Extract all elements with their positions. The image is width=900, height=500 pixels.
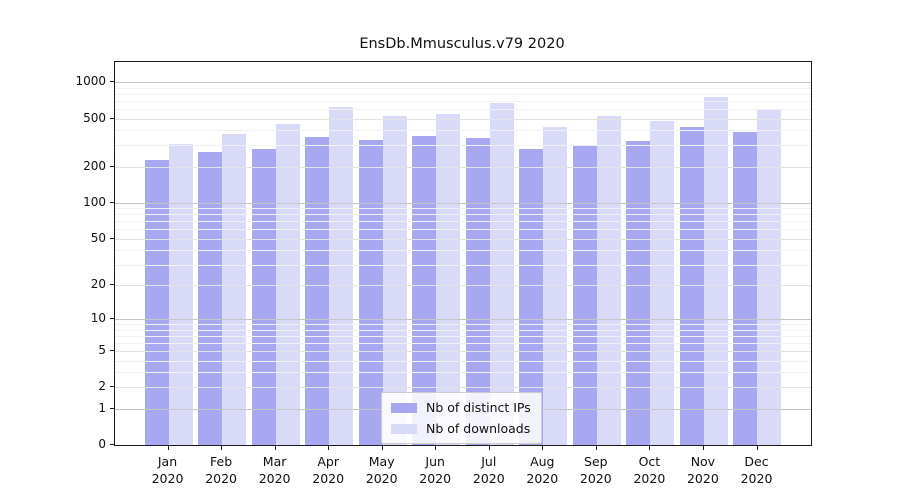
x-tick-mark [542, 446, 544, 450]
x-tick-mark [488, 446, 490, 450]
gridline [115, 145, 811, 147]
x-axis-month-label: Apr 2020 [312, 454, 345, 486]
gridline [115, 100, 811, 102]
gridline [115, 208, 811, 210]
x-tick-mark [167, 446, 169, 450]
y-axis-tick-label: 2 [98, 379, 106, 394]
gridline [115, 214, 811, 216]
x-tick-mark [381, 446, 383, 450]
gridline [115, 202, 811, 204]
gridline [115, 319, 811, 321]
y-axis-tick-label: 1 [98, 400, 106, 415]
bar-downloads [650, 120, 675, 445]
gridline [115, 93, 811, 95]
bar-distinct-ips [305, 136, 330, 445]
x-tick-mark [221, 446, 223, 450]
x-axis-month-label: Jan 2020 [151, 454, 184, 486]
y-axis-tick-label: 0 [98, 437, 106, 451]
x-tick-mark [595, 446, 597, 450]
x-tick-mark [435, 446, 437, 450]
bar-downloads [275, 123, 300, 445]
gridline [115, 221, 811, 223]
legend-item-distinct-ips: Nb of distinct IPs [391, 400, 531, 415]
gridline [115, 238, 811, 240]
legend-label-downloads: Nb of downloads [426, 421, 531, 436]
x-axis-month-label: Mar 2020 [258, 454, 291, 486]
bar-distinct-ips [358, 140, 383, 445]
x-tick-mark [702, 446, 704, 450]
x-axis-month-label: May 2020 [365, 454, 398, 486]
gridline [115, 324, 811, 326]
y-axis-tick-label: 1000 [75, 74, 106, 89]
y-axis-tick-label: 500 [83, 110, 106, 125]
x-axis-month-label: Oct 2020 [633, 454, 666, 486]
x-tick-mark [274, 446, 276, 450]
gridline [115, 329, 811, 331]
gridline [115, 118, 811, 120]
x-axis-month-label: Feb 2020 [205, 454, 237, 486]
legend: Nb of distinct IPs Nb of downloads [381, 392, 542, 444]
bar-downloads [382, 115, 407, 445]
y-axis-tick-label: 100 [83, 194, 106, 209]
x-tick-mark [756, 446, 758, 450]
bar-downloads [329, 106, 354, 445]
gridline [115, 229, 811, 231]
x-tick-mark [328, 446, 330, 450]
gridline [115, 360, 811, 362]
gridline [115, 387, 811, 389]
x-axis-month-label: Aug 2020 [526, 454, 559, 486]
gridline [115, 372, 811, 374]
x-axis-month-label: Jul 2020 [472, 454, 505, 486]
gridline [115, 264, 811, 266]
bar-distinct-ips [572, 145, 597, 445]
bar-downloads [222, 133, 247, 445]
bar-distinct-ips [251, 149, 276, 445]
x-tick-mark [649, 446, 651, 450]
y-axis-tick-label: 200 [83, 158, 106, 173]
bar-downloads [703, 96, 728, 445]
gridline [115, 335, 811, 337]
bar-distinct-ips [144, 160, 169, 445]
gridline [115, 342, 811, 344]
y-axis-tick-label: 50 [90, 230, 106, 245]
y-axis-tick-label: 10 [90, 311, 106, 326]
chart-title: EnsDb.Mmusculus.v79 2020 [359, 36, 565, 52]
bar-distinct-ips [733, 131, 758, 445]
gridline [115, 350, 811, 352]
x-axis-month-label: Nov 2020 [686, 454, 719, 486]
legend-swatch-downloads [391, 423, 417, 434]
legend-swatch-distinct-ips [391, 402, 417, 413]
gridline [115, 87, 811, 89]
bar-distinct-ips [198, 152, 223, 445]
gridline [115, 130, 811, 132]
x-axis-month-label: Sep 2020 [579, 454, 612, 486]
x-axis-month-label: Jun 2020 [419, 454, 452, 486]
gridline [115, 109, 811, 110]
y-axis-tick-label: 20 [90, 277, 106, 292]
bar-distinct-ips [626, 140, 651, 445]
gridline [115, 166, 811, 168]
x-axis-month-label: Dec 2020 [740, 454, 773, 486]
bar-downloads [757, 110, 782, 445]
plot-area: Nb of distinct IPs Nb of downloads [114, 61, 812, 446]
y-axis-tick-label: 5 [98, 342, 106, 357]
bar-downloads [168, 143, 193, 445]
gridline [115, 250, 811, 251]
legend-label-distinct-ips: Nb of distinct IPs [426, 400, 531, 415]
bar-downloads [596, 115, 621, 445]
bar-downloads [436, 113, 461, 445]
gridline [115, 82, 811, 84]
gridline [115, 285, 811, 287]
legend-item-downloads: Nb of downloads [391, 421, 531, 436]
